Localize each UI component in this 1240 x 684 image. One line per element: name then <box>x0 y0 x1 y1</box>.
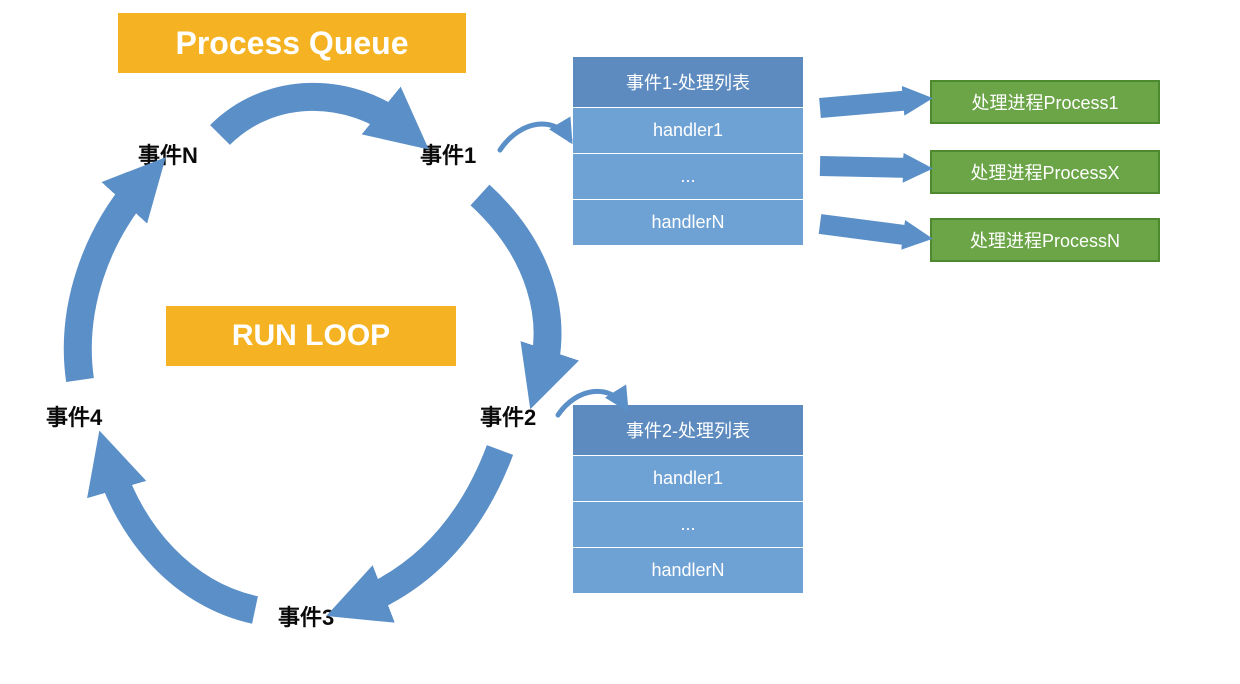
table-header: 事件2-处理列表 <box>573 405 803 455</box>
process-arrow <box>820 166 912 168</box>
ring-arrow <box>108 460 255 610</box>
table-row: handlerN <box>573 547 803 593</box>
ring-arrow <box>220 97 405 135</box>
run-loop-banner: RUN LOOP <box>166 306 456 366</box>
table-row: ... <box>573 153 803 199</box>
event-1-handler-table: 事件1-处理列表 handler1 ... handlerN <box>572 56 804 246</box>
diagram-stage: Process Queue RUN LOOP 事件1 事件2 事件3 事件4 事… <box>0 0 1240 684</box>
ring-arrow <box>480 195 548 380</box>
process-arrow <box>820 100 912 108</box>
table-row: ... <box>573 501 803 547</box>
connector-arrow <box>500 124 570 150</box>
table-row: handler1 <box>573 107 803 153</box>
event-n-label: 事件N <box>138 138 198 170</box>
process-label: 处理进程Process1 <box>971 89 1118 115</box>
process-n-box: 处理进程ProcessN <box>930 218 1160 262</box>
event-2-label: 事件2 <box>480 400 536 432</box>
table-row: handlerN <box>573 199 803 245</box>
process-arrow <box>820 224 912 236</box>
table-header: 事件1-处理列表 <box>573 57 803 107</box>
process-label: 处理进程ProcessN <box>970 227 1120 253</box>
event-2-handler-table: 事件2-处理列表 handler1 ... handlerN <box>572 404 804 594</box>
event-1-label: 事件1 <box>420 138 476 170</box>
process-label: 处理进程ProcessX <box>970 159 1119 185</box>
ring-arrow <box>355 450 500 605</box>
process-queue-label: Process Queue <box>176 25 409 62</box>
process-1-box: 处理进程Process1 <box>930 80 1160 124</box>
event-4-label: 事件4 <box>46 400 102 432</box>
ring-arrow <box>78 180 145 380</box>
run-loop-label: RUN LOOP <box>232 319 390 353</box>
event-3-label: 事件3 <box>278 600 334 632</box>
table-row: handler1 <box>573 455 803 501</box>
process-x-box: 处理进程ProcessX <box>930 150 1160 194</box>
process-queue-banner: Process Queue <box>118 13 466 73</box>
